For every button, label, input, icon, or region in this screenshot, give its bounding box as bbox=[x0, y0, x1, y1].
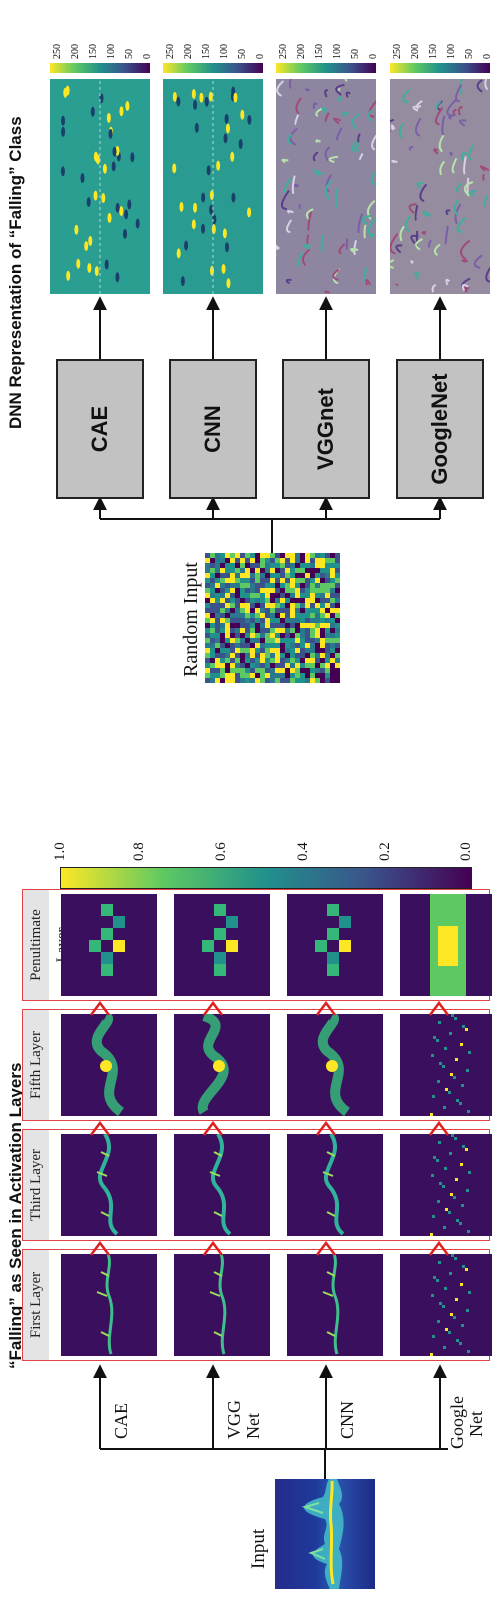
pixel-colorbar-tick: 150 bbox=[314, 44, 325, 59]
chevron-right-icon bbox=[90, 1240, 110, 1256]
pixel-colorbar-tick: 150 bbox=[88, 44, 99, 59]
pixel-colorbar bbox=[390, 63, 490, 73]
activation-map bbox=[174, 1134, 270, 1236]
chevron-right-icon bbox=[90, 1120, 110, 1136]
chevron-right-icon bbox=[429, 1240, 449, 1256]
pixel-colorbar-tick: 250 bbox=[52, 44, 63, 59]
pixel-colorbar-tick: 250 bbox=[165, 44, 176, 59]
output-cnn bbox=[163, 79, 263, 294]
pixel-colorbar-tick: 200 bbox=[70, 44, 81, 59]
output-cae bbox=[50, 79, 150, 294]
activation-map bbox=[400, 1134, 492, 1236]
activation-map bbox=[400, 1254, 492, 1356]
pixel-colorbar-tick: 0 bbox=[368, 54, 379, 59]
pixel-colorbar bbox=[163, 63, 263, 73]
activation-map bbox=[400, 1014, 492, 1116]
pixel-colorbar-tick: 100 bbox=[332, 44, 343, 59]
layer-panel-3: Fifth Layer bbox=[22, 1009, 492, 1121]
chevron-right-icon bbox=[203, 1240, 223, 1256]
pixel-colorbar-tick: 150 bbox=[201, 44, 212, 59]
pixel-colorbar-tick: 50 bbox=[237, 49, 248, 59]
random-input-noise bbox=[205, 553, 340, 683]
box-vggnet: VGGnet bbox=[282, 359, 370, 499]
pixel-colorbar-tick: 100 bbox=[106, 44, 117, 59]
pixel-colorbar-tick: 50 bbox=[464, 49, 475, 59]
pixel-colorbar-tick: 100 bbox=[446, 44, 457, 59]
box-cae: CAE bbox=[56, 359, 144, 499]
chevron-right-icon bbox=[429, 1120, 449, 1136]
chevron-right-icon bbox=[203, 1120, 223, 1136]
activation-map bbox=[61, 894, 157, 996]
chevron-right-icon bbox=[316, 1120, 336, 1136]
chevron-right-icon bbox=[429, 1000, 449, 1016]
pixel-colorbar-tick: 200 bbox=[183, 44, 194, 59]
pixel-colorbar-tick: 200 bbox=[296, 44, 307, 59]
input-signal-shape bbox=[301, 1479, 344, 1589]
pixel-colorbar-tick: 0 bbox=[482, 54, 492, 59]
chevron-right-icon bbox=[316, 1240, 336, 1256]
activation-map bbox=[174, 1014, 270, 1116]
output-googlenet bbox=[390, 79, 490, 294]
activation-map bbox=[61, 1134, 157, 1236]
chevron-right-icon bbox=[90, 1000, 110, 1016]
activation-map bbox=[61, 1014, 157, 1116]
box-cnn: CNN bbox=[169, 359, 257, 499]
layer-chevrons bbox=[90, 1000, 449, 1256]
chevron-right-icon bbox=[203, 1000, 223, 1016]
pixel-colorbar bbox=[276, 63, 376, 73]
pixel-colorbar-tick: 50 bbox=[350, 49, 361, 59]
pixel-colorbar-tick: 0 bbox=[142, 54, 153, 59]
activation-map bbox=[287, 1254, 383, 1356]
branch-tree bbox=[93, 1364, 448, 1479]
pixel-colorbar-tick: 250 bbox=[278, 44, 289, 59]
pixel-colorbar-tick: 200 bbox=[410, 44, 421, 59]
activation-map bbox=[287, 1134, 383, 1236]
pixel-colorbar-tick: 50 bbox=[124, 49, 135, 59]
pixel-colorbar-tick: 150 bbox=[428, 44, 439, 59]
activation-map bbox=[287, 894, 383, 996]
layer-panel-4: Penultimate Layer bbox=[22, 889, 492, 1001]
activation-map bbox=[174, 1254, 270, 1356]
output-vggnet bbox=[276, 79, 376, 294]
activation-map bbox=[174, 894, 270, 996]
pixel-colorbar-tick: 0 bbox=[255, 54, 266, 59]
box-googlenet: GoogleNet bbox=[396, 359, 484, 499]
layer-panel-1: First Layer bbox=[22, 1249, 492, 1361]
pixel-colorbar-tick: 250 bbox=[392, 44, 403, 59]
activation-map bbox=[287, 1014, 383, 1116]
pixel-colorbar bbox=[50, 63, 150, 73]
input-spectrogram bbox=[275, 1479, 375, 1589]
layer-panel-2: Third Layer bbox=[22, 1129, 492, 1241]
chevron-right-icon bbox=[316, 1000, 336, 1016]
activation-map bbox=[61, 1254, 157, 1356]
activation-map bbox=[400, 894, 492, 996]
pixel-colorbar-tick: 100 bbox=[219, 44, 230, 59]
